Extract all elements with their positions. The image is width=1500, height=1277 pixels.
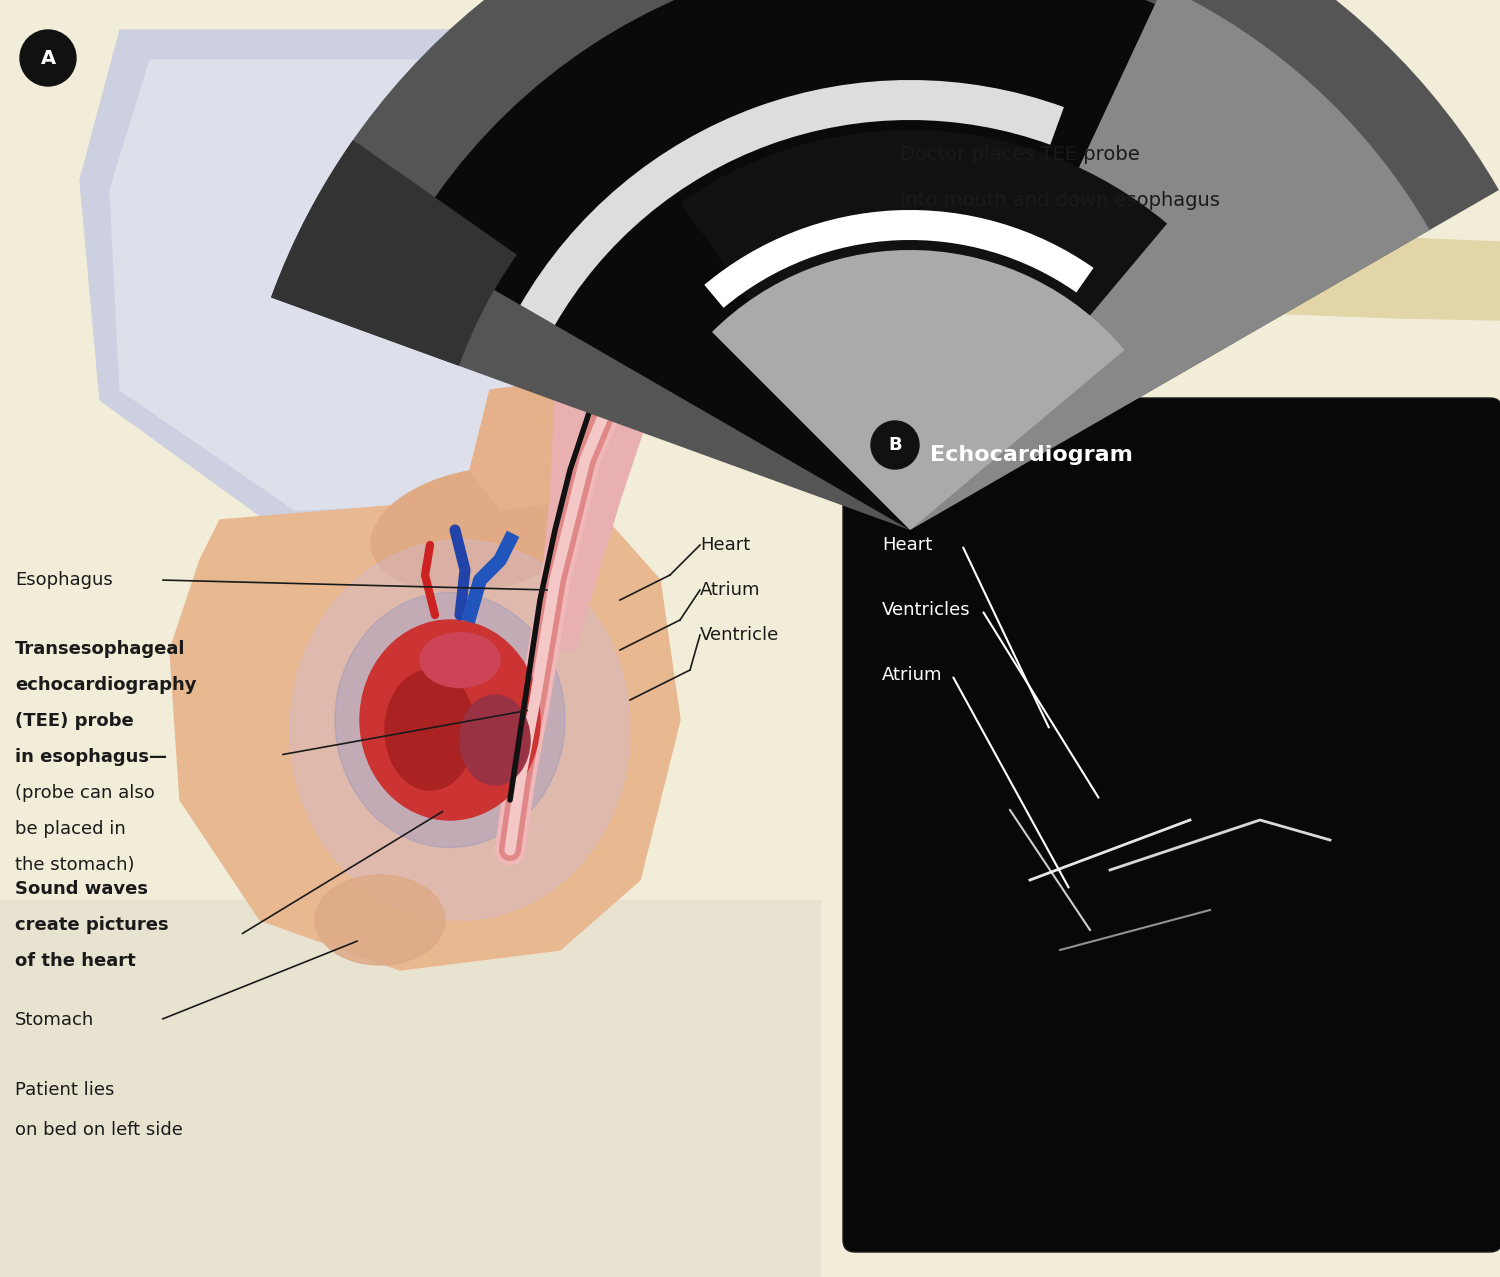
Ellipse shape bbox=[360, 621, 540, 820]
Polygon shape bbox=[420, 45, 740, 389]
Text: in esophagus—: in esophagus— bbox=[15, 748, 166, 766]
FancyBboxPatch shape bbox=[843, 398, 1500, 1251]
Text: Esophagus: Esophagus bbox=[15, 571, 112, 589]
Text: Echocardiogram: Echocardiogram bbox=[930, 444, 1132, 465]
Wedge shape bbox=[408, 0, 1155, 530]
Text: Heart: Heart bbox=[882, 536, 932, 554]
Text: Doctor places TEE probe: Doctor places TEE probe bbox=[900, 146, 1140, 165]
Text: create pictures: create pictures bbox=[15, 916, 168, 933]
Text: Patient lies: Patient lies bbox=[15, 1082, 114, 1099]
Polygon shape bbox=[170, 490, 680, 971]
Text: Ventricle: Ventricle bbox=[700, 626, 780, 644]
Ellipse shape bbox=[315, 875, 446, 965]
Ellipse shape bbox=[386, 670, 476, 790]
Polygon shape bbox=[110, 60, 645, 510]
Wedge shape bbox=[910, 0, 1430, 530]
Text: Atrium: Atrium bbox=[882, 667, 942, 684]
Ellipse shape bbox=[450, 86, 711, 395]
Wedge shape bbox=[705, 209, 1094, 308]
Text: echocardiography: echocardiography bbox=[15, 676, 197, 693]
Text: Sound waves: Sound waves bbox=[15, 880, 149, 898]
Text: into mouth and down esophagus: into mouth and down esophagus bbox=[900, 190, 1220, 209]
Polygon shape bbox=[80, 29, 680, 530]
Polygon shape bbox=[540, 360, 650, 650]
Ellipse shape bbox=[420, 632, 500, 687]
Ellipse shape bbox=[1290, 207, 1410, 243]
Polygon shape bbox=[870, 240, 1000, 322]
Text: Heart: Heart bbox=[700, 536, 750, 554]
Circle shape bbox=[871, 421, 919, 469]
Text: be placed in: be placed in bbox=[15, 820, 126, 838]
Ellipse shape bbox=[370, 467, 590, 593]
Polygon shape bbox=[870, 230, 1500, 321]
Text: Atrium: Atrium bbox=[700, 581, 760, 599]
Polygon shape bbox=[470, 381, 600, 510]
Ellipse shape bbox=[652, 349, 692, 361]
Text: Transesophageal: Transesophageal bbox=[15, 640, 186, 658]
Ellipse shape bbox=[460, 695, 530, 785]
Text: Ventricles: Ventricles bbox=[882, 601, 971, 619]
Wedge shape bbox=[520, 80, 1064, 326]
Ellipse shape bbox=[290, 540, 630, 919]
Text: (TEE) probe: (TEE) probe bbox=[15, 713, 134, 730]
Bar bbox=[0, 900, 821, 1277]
Text: A: A bbox=[40, 49, 56, 68]
Text: (probe can also: (probe can also bbox=[15, 784, 154, 802]
Text: Stomach: Stomach bbox=[15, 1011, 94, 1029]
Text: B: B bbox=[888, 435, 902, 455]
Circle shape bbox=[20, 29, 76, 86]
Ellipse shape bbox=[604, 321, 686, 360]
Wedge shape bbox=[681, 130, 1167, 530]
Text: of the heart: of the heart bbox=[15, 951, 135, 971]
Wedge shape bbox=[712, 250, 1125, 530]
Text: on bed on left side: on bed on left side bbox=[15, 1121, 183, 1139]
Polygon shape bbox=[590, 360, 700, 430]
Ellipse shape bbox=[334, 593, 566, 848]
Wedge shape bbox=[272, 140, 518, 365]
Ellipse shape bbox=[496, 261, 526, 310]
Text: the stomach): the stomach) bbox=[15, 856, 135, 873]
Wedge shape bbox=[272, 0, 1498, 530]
Ellipse shape bbox=[646, 344, 698, 366]
